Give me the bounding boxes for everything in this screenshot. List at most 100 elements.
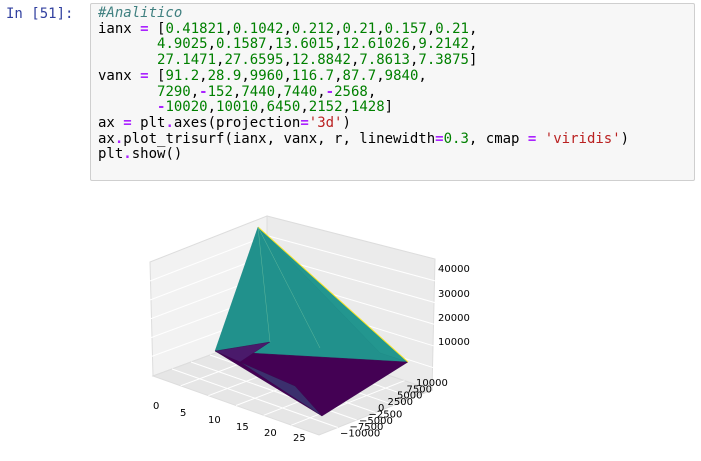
x-tick-label: 5 — [180, 408, 186, 419]
code-token: , — [409, 36, 419, 53]
code-token: , — [258, 99, 267, 116]
z-tick-label: 30000 — [438, 289, 470, 300]
code-line: ax = plt.axes(projection='3d') — [98, 114, 629, 132]
code-token: 27.6595 — [224, 52, 284, 69]
code-token: , — [199, 67, 208, 84]
code-token: [ — [148, 20, 166, 37]
code-editor[interactable]: #Analitico ianx = [0.41821,0.1042,0.212,0… — [98, 5, 630, 163]
code-token: ] — [468, 52, 478, 69]
code-token: , — [418, 67, 427, 84]
code-token: , — [283, 67, 292, 84]
code-token: 6450 — [266, 99, 301, 116]
code-token: 2152 — [308, 99, 343, 116]
code-token: ax — [98, 130, 115, 147]
y-tick-label: −5000 — [359, 416, 393, 427]
x-tick-label: 15 — [236, 422, 249, 433]
code-token: axes(projection — [173, 114, 301, 131]
code-line: 4.9025,0.1587,13.6015,12.61026,9.2142, — [98, 37, 629, 53]
code-line: vanx = [91.2,28.9,9960,116.7,87.7,9840, — [98, 67, 629, 85]
code-token: 12.61026 — [342, 36, 410, 53]
y-tick-label: −7500 — [350, 422, 384, 433]
code-cell[interactable]: #Analitico ianx = [0.41821,0.1042,0.212,0… — [90, 3, 695, 181]
code-token: , — [409, 52, 419, 69]
code-token: '3d' — [308, 114, 343, 131]
y-tick-label: 10000 — [416, 378, 448, 389]
code-token: vanx — [98, 67, 141, 84]
code-token: 9.2142 — [418, 36, 469, 53]
code-token: 'viridis' — [544, 130, 621, 147]
gridline — [291, 380, 405, 426]
code-token: = — [300, 114, 309, 131]
code-line: 7290,-152,7440,7440,-2568, — [98, 83, 629, 101]
code-token: , — [283, 52, 292, 69]
code-token — [536, 131, 544, 147]
x-tick-label: 20 — [264, 428, 277, 439]
y-tick-label: −2500 — [369, 410, 403, 421]
surface-edge — [257, 226, 321, 349]
code-token: ax — [98, 114, 124, 131]
surface-face — [239, 361, 323, 417]
code-token: , — [266, 36, 276, 53]
gridline — [149, 235, 268, 282]
code-token: ) — [342, 114, 351, 131]
code-token: [ — [148, 67, 166, 84]
code-token: ) — [620, 130, 630, 147]
code-token: 0.212 — [291, 20, 335, 37]
x-tick-label: 10 — [208, 415, 221, 426]
code-token: , — [350, 52, 360, 69]
code-token: 10010 — [216, 99, 259, 116]
code-token: , — [376, 67, 385, 84]
code-token: = — [527, 130, 537, 147]
code-token: 0.21 — [342, 20, 377, 37]
code-token: 7440 — [241, 83, 276, 100]
code-token: , — [216, 52, 225, 69]
code-token: - — [199, 83, 208, 100]
y-tick-label: 2500 — [388, 397, 413, 408]
code-line: 27.1471,27.6595,12.8842,7.8613,7.3875] — [98, 52, 629, 69]
code-token: , — [300, 99, 309, 116]
code-token: - — [157, 99, 166, 116]
code-token: , — [367, 83, 377, 100]
code-token — [98, 84, 157, 100]
code-token: , — [376, 20, 385, 37]
code-token: plot_trisurf(ianx, vanx, r, linewidth — [123, 130, 436, 147]
y-tick-label: 0 — [378, 403, 384, 414]
code-token: 0.41821 — [165, 20, 225, 37]
code-token: 91.2 — [165, 67, 200, 84]
code-token: , — [241, 67, 250, 84]
code-token — [98, 52, 157, 68]
z-tick-label: 20000 — [438, 313, 470, 324]
surface-face — [214, 350, 409, 417]
x-tick-label: 0 — [153, 401, 159, 412]
code-token: 0.3 — [443, 130, 469, 147]
code-line: plt.show() — [98, 146, 629, 163]
code-token: show() — [131, 146, 183, 163]
code-token: 0.1587 — [216, 36, 267, 53]
code-token: , — [190, 83, 200, 100]
gridline — [266, 235, 436, 282]
code-token: ianx — [98, 20, 141, 37]
code-token: 7.8613 — [359, 52, 410, 69]
code-line: #Analitico — [98, 5, 629, 22]
code-token: = — [435, 130, 444, 147]
code-token: 2568 — [334, 83, 368, 100]
code-token: 7440 — [283, 83, 318, 100]
x-tick-label: 25 — [293, 433, 306, 444]
code-token: , — [342, 99, 351, 116]
code-token: 13.6015 — [275, 36, 335, 53]
code-line: -10020,10010,6450,2152,1428] — [98, 99, 629, 116]
code-token: , — [275, 83, 284, 100]
code-token: 28.9 — [207, 67, 242, 84]
y-tick-label: 7500 — [407, 384, 432, 395]
z-tick-label: 40000 — [438, 264, 470, 275]
code-token: 9960 — [249, 67, 284, 84]
code-token: #Analitico — [98, 5, 183, 21]
code-token: , — [426, 20, 436, 37]
code-line: ax.plot_trisurf(ianx, vanx, r, linewidth… — [98, 130, 630, 148]
code-token: 9840 — [384, 67, 419, 84]
code-token: , cmap — [468, 130, 528, 147]
output-area: 0 5 10 15 20 25 10000 20000 30000 40000 10000 7500 5… — [90, 190, 695, 457]
code-token: , — [224, 20, 233, 37]
code-token: = — [140, 67, 149, 84]
code-token: 152 — [207, 83, 233, 100]
